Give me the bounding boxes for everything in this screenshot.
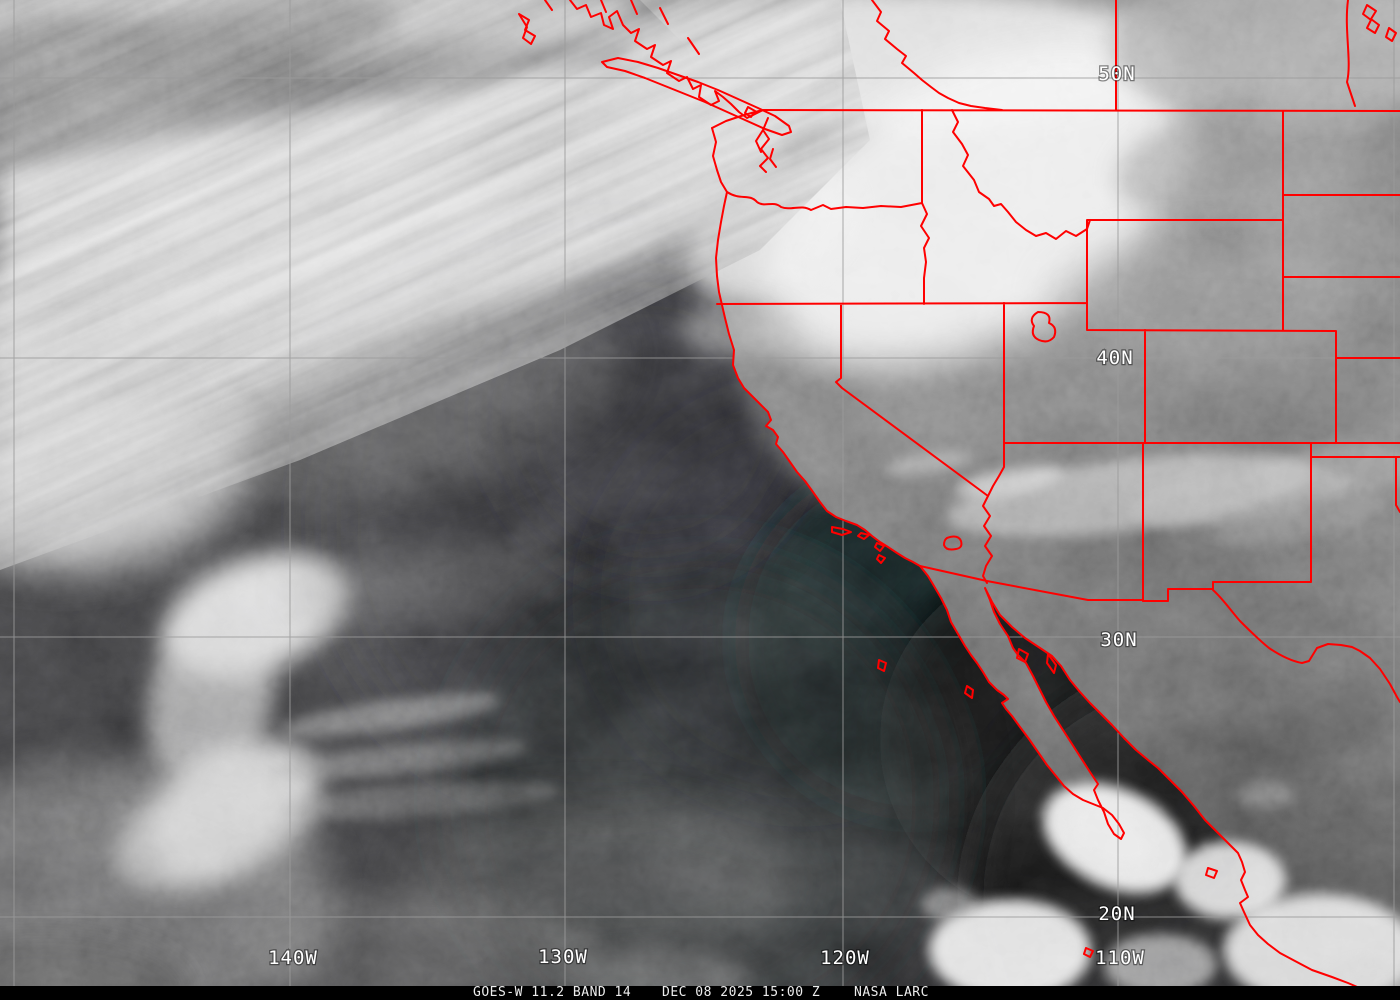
canada-borders [762, 0, 1400, 112]
caption-timestamp: DEC 08 2025 15:00 Z [662, 985, 821, 1000]
label-layer: 50N 40N 30N 20N 140W 130W 120W 110W [267, 62, 1145, 971]
longitude-label-120w: 120W [820, 947, 870, 969]
us-state-borders [716, 109, 1400, 602]
manitoba-lakes [1362, 4, 1397, 42]
longitude-label-110w: 110W [1095, 947, 1145, 969]
mexico-border [919, 565, 1400, 703]
caption-bar: GOES-W 11.2 BAND 14 DEC 08 2025 15:00 Z … [0, 986, 1400, 1000]
map-boundary-overlay [518, 0, 1400, 1000]
great-salt-lake [1030, 311, 1057, 343]
latitude-label-20n: 20N [1098, 903, 1135, 925]
bc-coastline-fjords [518, 0, 764, 119]
salton-sea [943, 535, 963, 551]
channel-islands [831, 526, 886, 564]
latitude-label-30n: 30N [1100, 629, 1137, 651]
pacific-coastline [711, 127, 921, 567]
puget-sound [711, 106, 777, 173]
caption-credit: NASA LARC [854, 985, 929, 1000]
latitude-label-50n: 50N [1098, 63, 1135, 85]
offshore-islands [877, 648, 1218, 958]
vancouver-island [601, 57, 792, 136]
latitude-label-40n: 40N [1096, 347, 1133, 369]
longitude-label-130w: 130W [538, 946, 588, 968]
longitude-label-140w: 140W [268, 947, 318, 969]
caption-product-label: GOES-W 11.2 BAND 14 [473, 985, 632, 1000]
